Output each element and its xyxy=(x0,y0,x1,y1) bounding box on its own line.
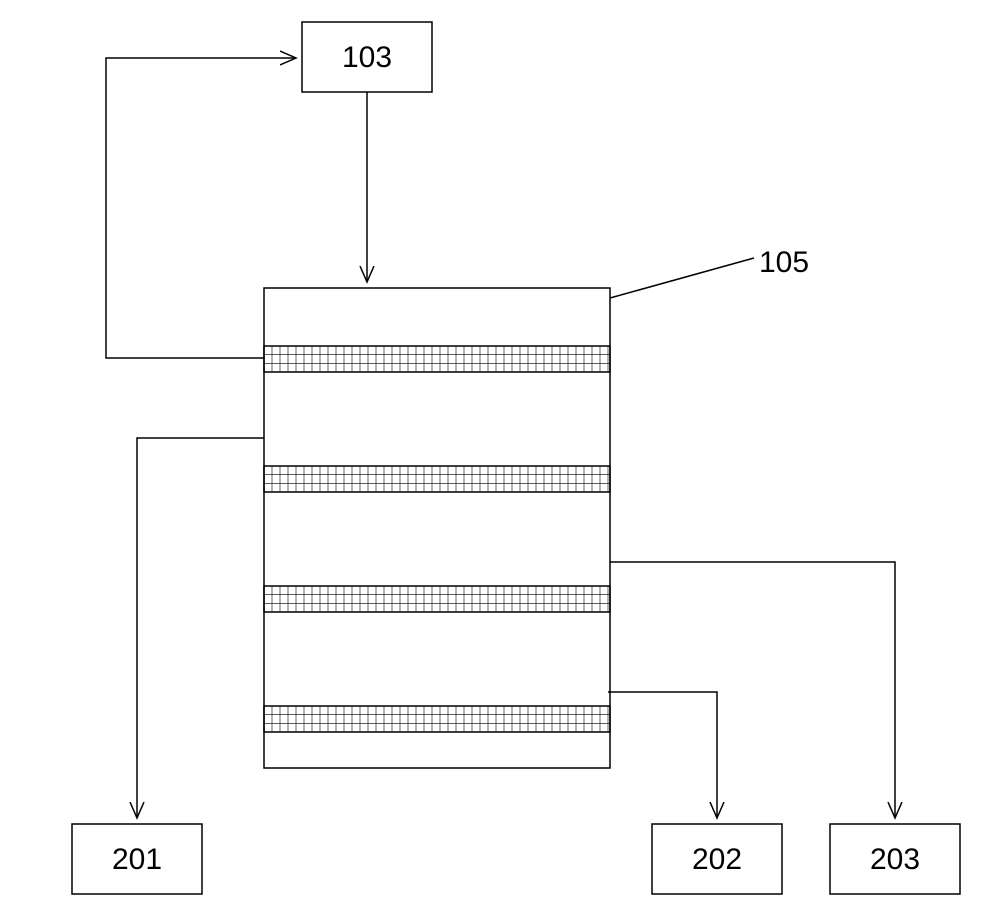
node-203: 203 xyxy=(830,824,960,894)
node-202: 202 xyxy=(652,824,782,894)
module-105-band-2 xyxy=(264,466,610,492)
module-105-band-3 xyxy=(264,586,610,612)
arrow-band4-to-202 xyxy=(608,692,717,818)
module-105-band-4 xyxy=(264,706,610,732)
node-201: 201 xyxy=(72,824,202,894)
arrow-band2-to-201 xyxy=(137,438,264,818)
node-202-label: 202 xyxy=(692,843,742,876)
callout-105: 105 xyxy=(610,246,809,298)
module-105-band-1 xyxy=(264,346,610,372)
node-203-label: 203 xyxy=(870,843,920,876)
module-105 xyxy=(264,288,610,768)
callout-105-label: 105 xyxy=(759,246,809,279)
diagram-canvas: 103 201 202 203 105 xyxy=(0,0,1000,918)
arrow-band3-to-203 xyxy=(610,562,895,818)
node-201-label: 201 xyxy=(112,843,162,876)
arrow-band1-to-103 xyxy=(106,58,296,358)
node-103-label: 103 xyxy=(342,41,392,74)
node-103: 103 xyxy=(302,22,432,92)
